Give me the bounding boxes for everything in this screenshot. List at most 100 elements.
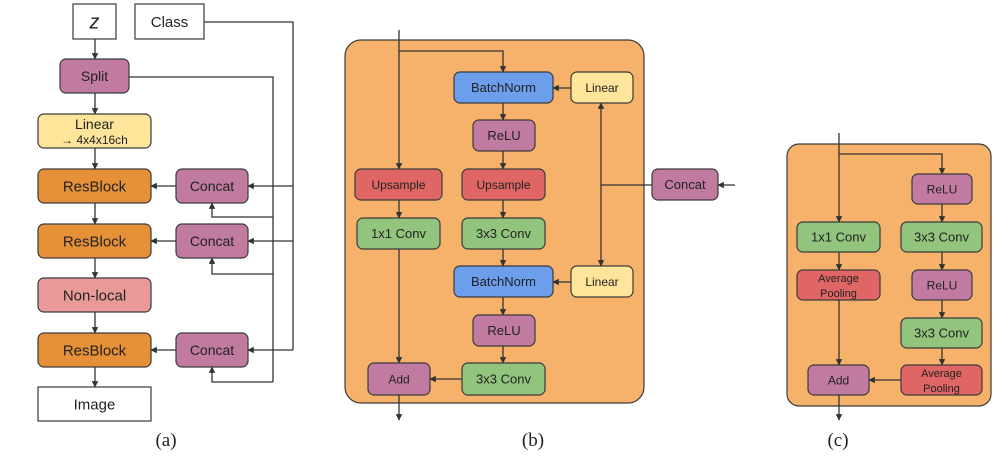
- relu-box-shape: [911, 173, 973, 205]
- concat-box: Concat: [175, 332, 249, 368]
- conv-3x3-box-shape: [461, 217, 546, 250]
- average-pooling-box-label: Average: [921, 368, 962, 380]
- relu-box: ReLU: [472, 119, 536, 152]
- conv-3x3-box-shape: [900, 317, 983, 349]
- relu-box: ReLU: [911, 173, 973, 205]
- upsample-box: Upsample: [354, 168, 443, 201]
- resblock-box-shape: [37, 332, 152, 368]
- concat-box-shape: [175, 332, 249, 368]
- conv-1x1-box-label: 1x1 Conv: [371, 226, 426, 241]
- linear-box: Linear: [570, 265, 634, 298]
- batchnorm-box: BatchNorm: [453, 71, 554, 104]
- class-input-box-shape: [134, 3, 205, 40]
- upsample-box: Upsample: [461, 168, 546, 201]
- linear-box-shape: [570, 265, 634, 298]
- image-output-box-label: Image: [74, 396, 116, 413]
- connector-line: [129, 76, 274, 382]
- z-input-box-label: z: [89, 12, 100, 34]
- resblock-box-label: ResBlock: [63, 342, 127, 359]
- conv-3x3-box-label: 3x3 Conv: [914, 326, 969, 341]
- add-box: Add: [367, 362, 431, 396]
- image-output-box: Image: [37, 386, 152, 422]
- arrow: [208, 257, 273, 275]
- arrow: [399, 50, 507, 73]
- relu-box-label: ReLU: [487, 128, 520, 143]
- linear-box-label: Linear: [585, 81, 618, 95]
- concat-box-shape: [651, 168, 719, 201]
- arrow: [208, 366, 273, 383]
- split-box: Split: [59, 58, 130, 94]
- conv-3x3-box: 3x3 Conv: [900, 317, 983, 349]
- resblock-box-label: ResBlock: [63, 178, 127, 195]
- average-pooling-box: Average Pooling: [900, 364, 983, 396]
- concat-box-shape: [175, 168, 249, 204]
- resblock-box: ResBlock: [37, 168, 152, 204]
- image-output-box-shape: [37, 386, 152, 422]
- z-input-box-shape: [72, 3, 117, 40]
- caption-a: (a): [155, 430, 176, 451]
- class-input-box: Class: [134, 3, 205, 40]
- conv-3x3-box-label: 3x3 Conv: [914, 230, 969, 245]
- split-box-label: Split: [81, 68, 108, 84]
- conv-1x1-box-shape: [796, 221, 881, 253]
- conv-3x3-box-label: 3x3 Conv: [476, 372, 531, 387]
- upsample-box-label: Upsample: [476, 178, 530, 192]
- conv-3x3-box: 3x3 Conv: [461, 362, 546, 396]
- upsample-box-shape: [461, 168, 546, 201]
- average-pooling-box-label: Pooling: [923, 383, 960, 395]
- split-box-shape: [59, 58, 130, 94]
- linear-box-shape: [570, 71, 634, 104]
- average-pooling-box-label: Average: [818, 273, 859, 285]
- batchnorm-box-shape: [453, 71, 554, 104]
- linear-box-label: Linear: [75, 116, 114, 132]
- average-pooling-box-label: Pooling: [820, 288, 857, 300]
- relu-box: ReLU: [911, 269, 973, 301]
- z-input-box: z: [72, 3, 117, 40]
- relu-box-shape: [472, 314, 536, 347]
- concat-box-shape: [175, 223, 249, 259]
- resblock-box: ResBlock: [37, 223, 152, 259]
- non-local-box: Non-local: [37, 277, 152, 313]
- batchnorm-box-shape: [453, 265, 554, 298]
- linear-box-shape: [37, 113, 152, 149]
- add-box-label: Add: [388, 372, 409, 386]
- conv-1x1-box-shape: [356, 217, 441, 250]
- non-local-box-label: Non-local: [63, 287, 126, 304]
- average-pooling-box-shape: [796, 269, 881, 301]
- conv-1x1-box: 1x1 Conv: [796, 221, 881, 253]
- linear-box-label: Linear: [585, 275, 618, 289]
- add-box-shape: [367, 362, 431, 396]
- batchnorm-box-label: BatchNorm: [471, 80, 536, 95]
- concat-box-label: Concat: [190, 178, 234, 194]
- relu-box: ReLU: [472, 314, 536, 347]
- add-box-shape: [807, 364, 870, 396]
- relu-box-label: ReLU: [487, 323, 520, 338]
- relu-box-shape: [472, 119, 536, 152]
- add-box-label: Add: [828, 373, 849, 387]
- caption-c: (c): [827, 430, 848, 451]
- non-local-box-shape: [37, 277, 152, 313]
- average-pooling-box: Average Pooling: [796, 269, 881, 301]
- upsample-box-label: Upsample: [371, 178, 425, 192]
- concat-box: Concat: [175, 168, 249, 204]
- batchnorm-box-label: BatchNorm: [471, 274, 536, 289]
- arrow: [208, 202, 273, 218]
- conv-3x3-box-label: 3x3 Conv: [476, 226, 531, 241]
- caption-b: (b): [522, 430, 544, 451]
- upsample-box-shape: [354, 168, 443, 201]
- conv-3x3-box: 3x3 Conv: [461, 217, 546, 250]
- relu-box-label: ReLU: [927, 278, 958, 292]
- resblock-box-shape: [37, 223, 152, 259]
- linear-box: Linear→ 4x4x16ch: [37, 113, 152, 149]
- linear-box: Linear: [570, 71, 634, 104]
- linear-box-label: → 4x4x16ch: [61, 133, 128, 147]
- conv-3x3-box-shape: [900, 221, 983, 253]
- concat-box: Concat: [175, 223, 249, 259]
- concat-box-label: Concat: [190, 233, 234, 249]
- arrow: [839, 153, 946, 175]
- add-box: Add: [807, 364, 870, 396]
- batchnorm-box: BatchNorm: [453, 265, 554, 298]
- conv-1x1-box-label: 1x1 Conv: [811, 230, 866, 245]
- resblock-box: ResBlock: [37, 332, 152, 368]
